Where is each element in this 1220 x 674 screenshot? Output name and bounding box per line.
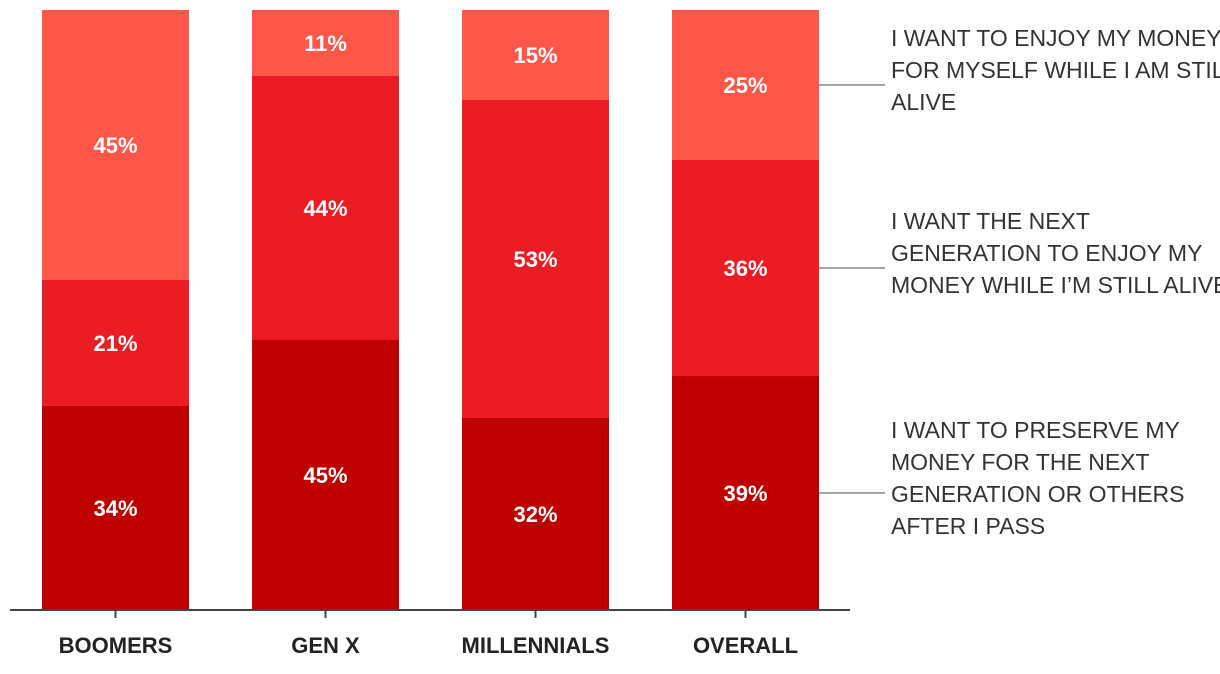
legend-label-line: I WANT THE NEXT — [891, 208, 1090, 234]
legend-label-line: GENERATION TO ENJOY MY — [891, 240, 1202, 266]
data-label-gen-x-enjoy: 11% — [304, 31, 347, 56]
x-tick-label-gen-x: GEN X — [291, 633, 360, 658]
x-tick-label-boomers: BOOMERS — [59, 633, 173, 658]
legend-label-next-gen: I WANT THE NEXT GENERATION TO ENJOY MY MON… — [891, 208, 1220, 298]
data-label-overall-next-gen: 36% — [723, 256, 767, 281]
legend-label-line: AFTER I PASS — [891, 513, 1045, 539]
legend: I WANT TO PRESERVE MY MONEY FOR THE NEXT G… — [819, 25, 1220, 539]
legend-label-line: MONEY WHILE I’M STILL ALIVE — [891, 272, 1220, 298]
legend-label-line: MONEY FOR THE NEXT — [891, 449, 1150, 475]
x-tick-label-overall: OVERALL — [693, 633, 798, 658]
bar-segment-millennials-enjoy — [462, 10, 609, 100]
bar-segment-overall-preserve — [672, 376, 819, 610]
bar-segment-boomers-next-gen — [42, 280, 189, 406]
legend-label-preserve: I WANT TO PRESERVE MY MONEY FOR THE NEXT G… — [891, 417, 1185, 539]
data-label-overall-preserve: 39% — [723, 481, 767, 506]
data-label-gen-x-next-gen: 44% — [303, 196, 347, 221]
x-tick-label-millennials: MILLENNIALS — [462, 633, 610, 658]
legend-label-line: GENERATION OR OTHERS — [891, 481, 1185, 507]
data-label-boomers-next-gen: 21% — [93, 331, 137, 356]
data-label-millennials-next-gen: 53% — [513, 247, 557, 272]
bar-segment-millennials-preserve — [462, 418, 609, 610]
legend-label-enjoy: I WANT TO ENJOY MY MONEY FOR MYSELF WHILE… — [891, 25, 1220, 115]
data-label-boomers-enjoy: 45% — [93, 133, 137, 158]
x-axis-ticks — [114, 610, 747, 618]
legend-label-line: ALIVE — [891, 89, 956, 115]
bar-segment-gen-x-next-gen — [252, 76, 399, 340]
bar-segment-gen-x-preserve — [252, 340, 399, 610]
legend-label-line: FOR MYSELF WHILE I AM STILL — [891, 57, 1220, 83]
data-label-boomers-preserve: 34% — [93, 496, 137, 521]
data-label-overall-enjoy: 25% — [723, 73, 767, 98]
bar-segment-millennials-next-gen — [462, 100, 609, 418]
bar-segment-overall-next-gen — [672, 160, 819, 376]
bar-segment-boomers-enjoy — [42, 10, 189, 280]
data-label-gen-x-preserve: 45% — [303, 463, 347, 488]
data-label-millennials-preserve: 32% — [513, 502, 557, 527]
data-label-millennials-enjoy: 15% — [513, 43, 557, 68]
legend-label-line: I WANT TO PRESERVE MY — [891, 417, 1180, 443]
x-axis-labels: BOOMERS GEN X MILLENNIALS OVERALL — [59, 633, 798, 658]
legend-label-line: I WANT TO ENJOY MY MONEY — [891, 25, 1220, 51]
bar-segment-gen-x-enjoy — [252, 10, 399, 76]
bars-layer: 34% 21% 45% 45% 44% 11% 32% 53% 15% 39% 36% 25% — [42, 10, 819, 610]
bar-segment-overall-enjoy — [672, 10, 819, 160]
bar-segment-boomers-preserve — [42, 406, 189, 610]
